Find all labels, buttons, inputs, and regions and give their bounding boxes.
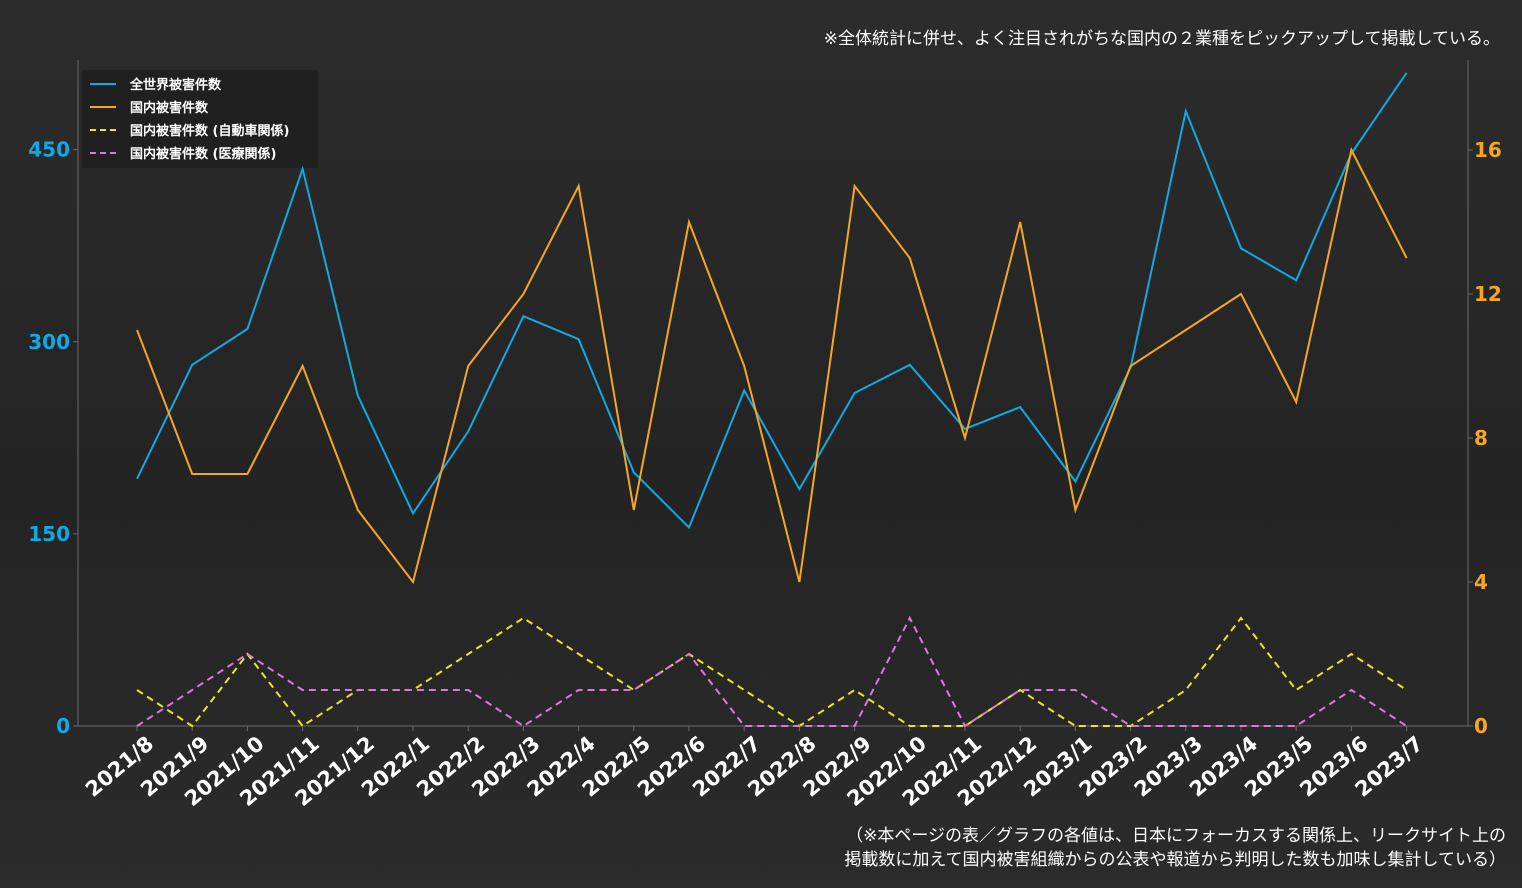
series-layer <box>136 72 1408 728</box>
series-0 <box>136 72 1408 530</box>
legend-label-3: 国内被害件数 (医療関係) <box>130 146 276 162</box>
series-3 <box>136 615 1408 728</box>
bottom-note-line-2: 掲載数に加えて国内被害組織からの公表や報道から判明した数も加味し集計している） <box>844 850 1506 870</box>
axes: 015030045004812162021/82021/92021/102021… <box>28 60 1502 811</box>
left-tick-label: 300 <box>28 330 70 354</box>
right-tick-label: 12 <box>1474 282 1502 306</box>
legend-label-0: 全世界被害件数 <box>129 77 222 93</box>
right-tick-label: 4 <box>1474 570 1488 594</box>
right-tick-label: 0 <box>1474 714 1488 738</box>
right-tick-label: 8 <box>1474 426 1488 450</box>
bottom-note-line-1: （※本ページの表／グラフの各値は、日本にフォーカスする関係上、リークサイト上の <box>846 826 1506 846</box>
series-line-2 <box>136 616 1408 728</box>
legend-box <box>82 70 318 168</box>
left-tick-label: 0 <box>56 714 70 738</box>
left-tick-label: 150 <box>28 522 70 546</box>
series-2 <box>136 616 1408 728</box>
right-tick-label: 16 <box>1474 138 1502 162</box>
series-line-0 <box>136 72 1408 530</box>
series-1 <box>136 147 1408 585</box>
legend-label-2: 国内被害件数 (自動車関係) <box>130 123 289 139</box>
left-tick-label: 450 <box>28 138 70 162</box>
series-line-1 <box>136 147 1408 585</box>
legend-label-1: 国内被害件数 <box>130 100 209 116</box>
series-line-3 <box>136 615 1408 728</box>
bottom-note: （※本ページの表／グラフの各値は、日本にフォーカスする関係上、リークサイト上の … <box>844 824 1506 872</box>
top-note: ※全体統計に併せ、よく注目されがちな国内の２業種をピックアップして掲載している。 <box>823 29 1500 49</box>
